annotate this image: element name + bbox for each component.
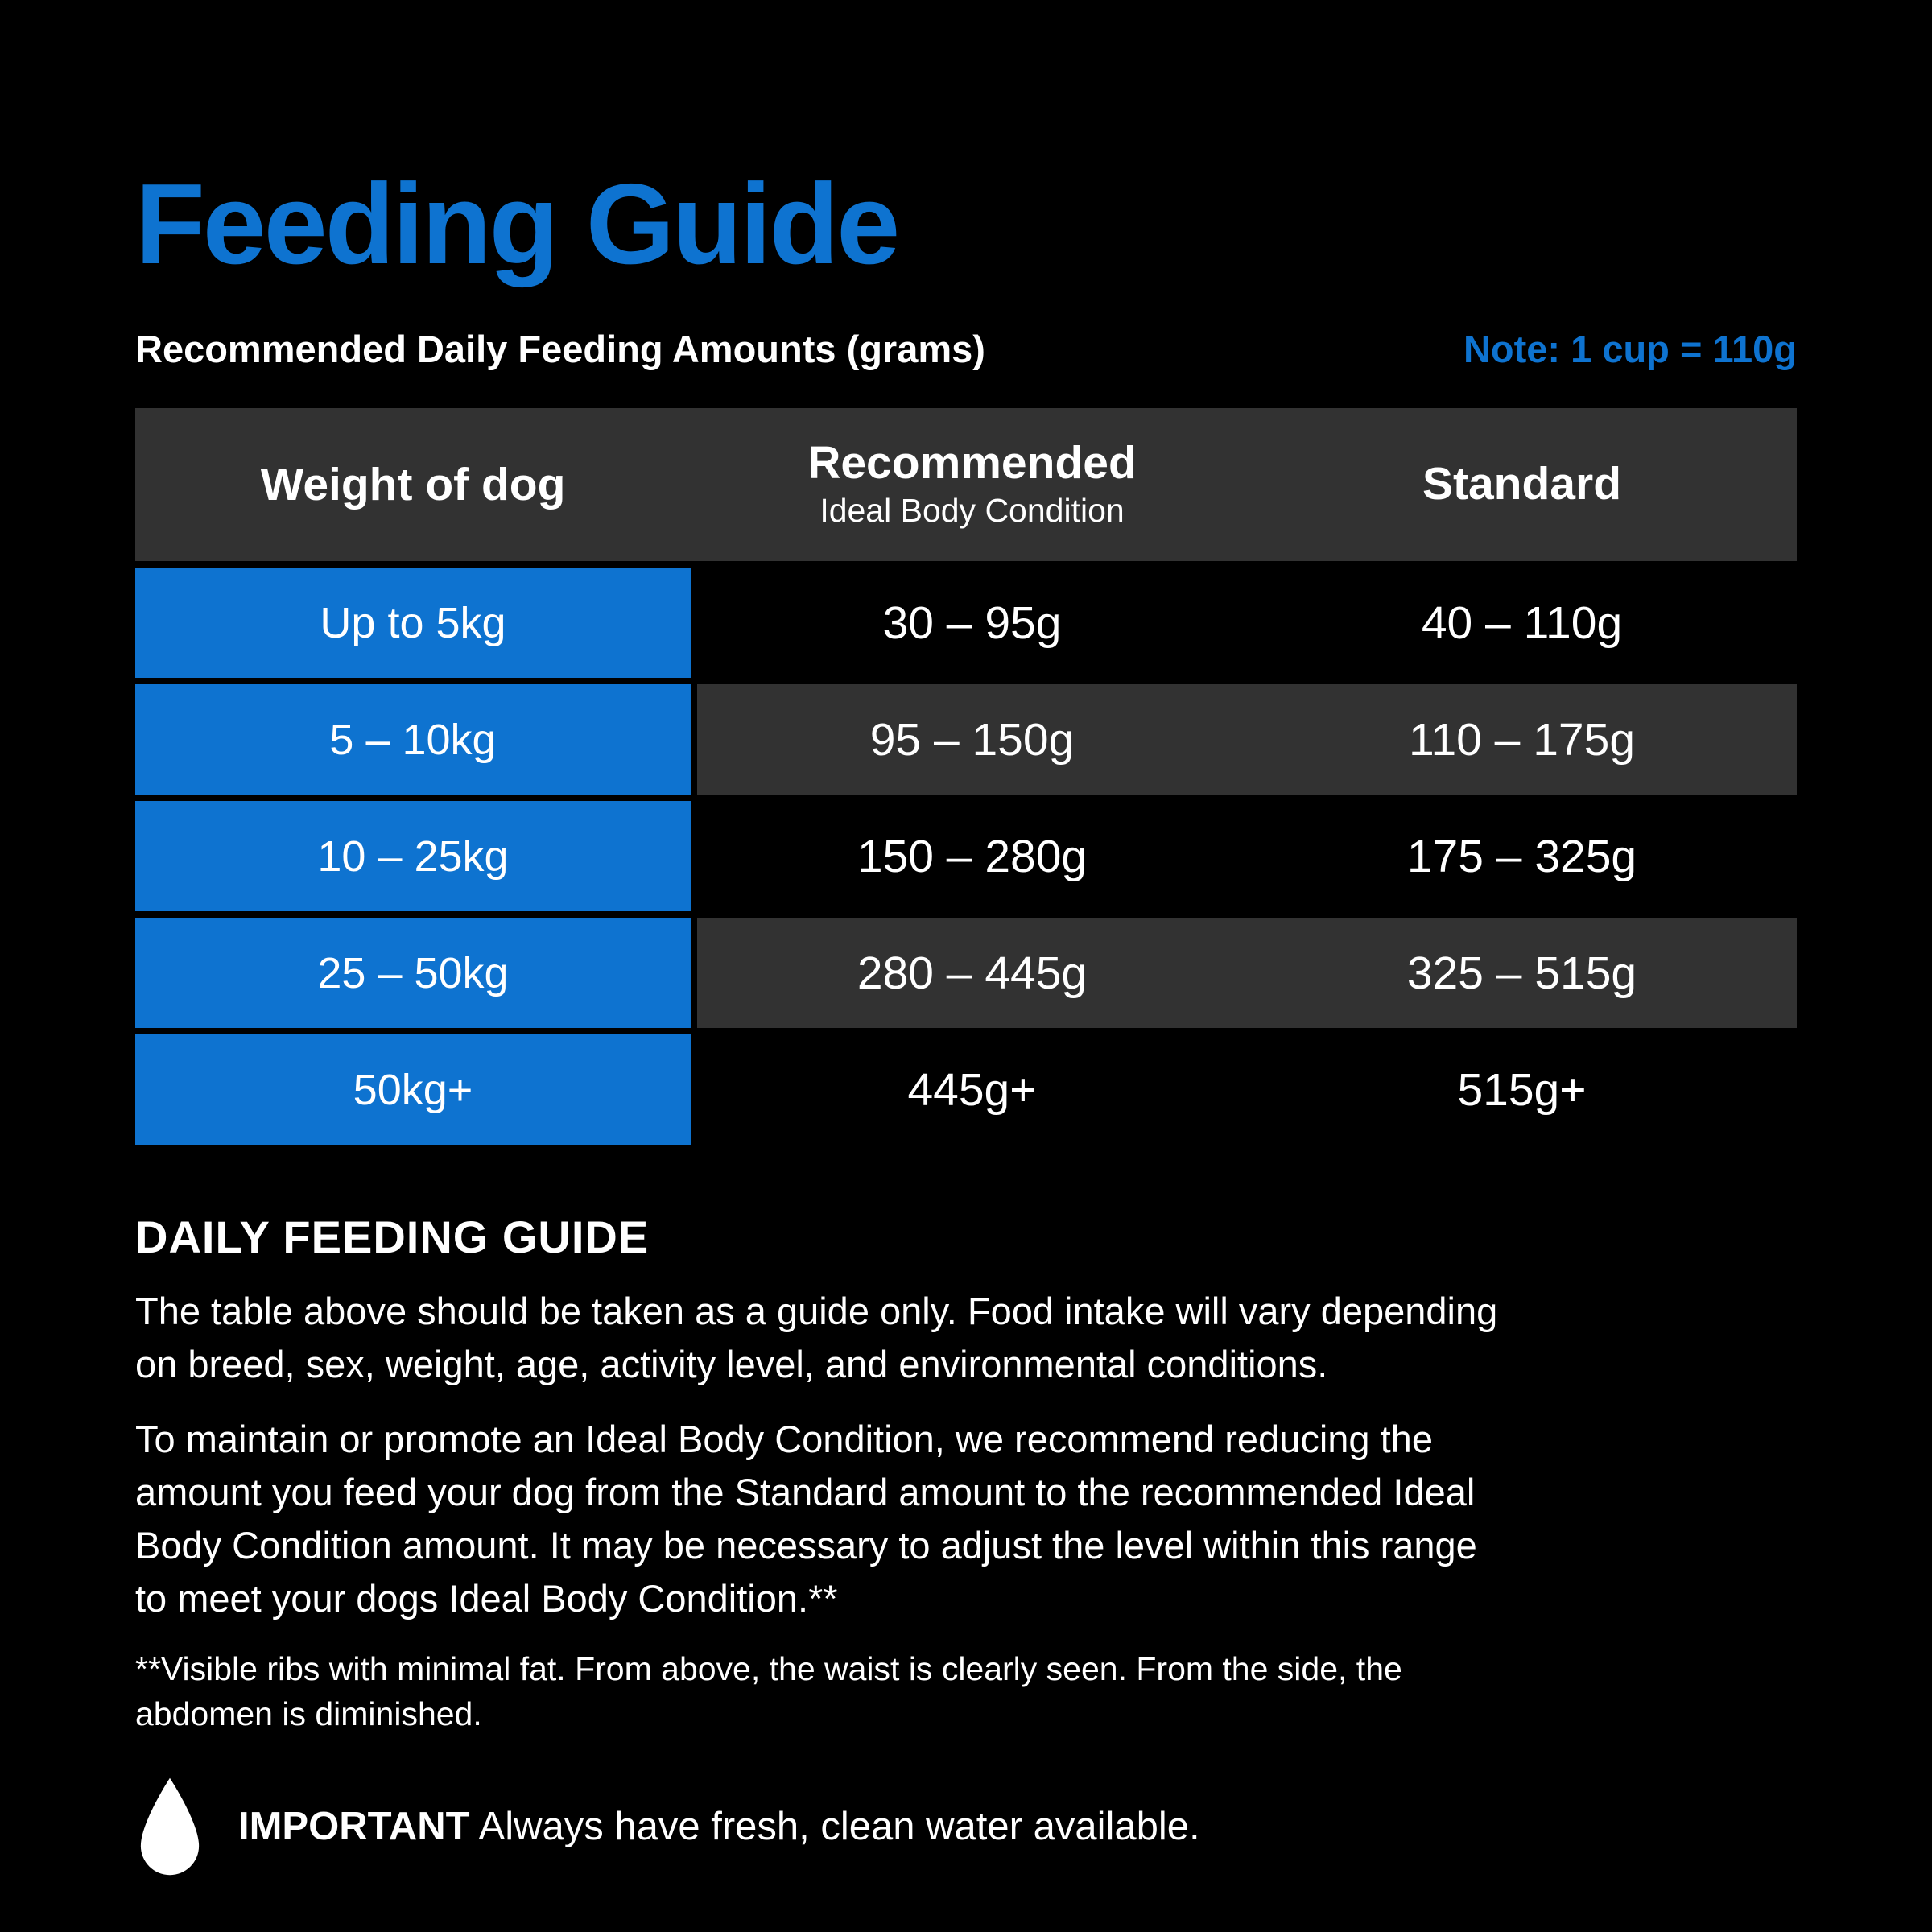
- important-message: Always have fresh, clean water available…: [469, 1805, 1200, 1848]
- important-note: IMPORTANT Always have fresh, clean water…: [135, 1777, 1797, 1876]
- important-text: IMPORTANT Always have fresh, clean water…: [238, 1804, 1200, 1849]
- table-row: 10 – 25kg 150 – 280g 175 – 325g: [135, 801, 1797, 911]
- cup-conversion-note: Note: 1 cup = 110g: [1463, 328, 1797, 370]
- row-values: 445g+ 515g+: [697, 1034, 1797, 1145]
- table-row: Up to 5kg 30 – 95g 40 – 110g: [135, 568, 1797, 678]
- subtitle-bar: Recommended Daily Feeding Amounts (grams…: [135, 327, 1797, 371]
- header-recommended: Recommended Ideal Body Condition: [697, 436, 1247, 530]
- header-recommended-sub: Ideal Body Condition: [819, 492, 1125, 530]
- important-label: IMPORTANT: [238, 1805, 470, 1848]
- table-caption: Recommended Daily Feeding Amounts (grams…: [135, 328, 985, 370]
- recommended-value: 445g+: [907, 1063, 1037, 1116]
- water-drop-icon: [140, 1777, 200, 1876]
- recommended-value: 95 – 150g: [869, 713, 1075, 766]
- standard-value: 175 – 325g: [1406, 830, 1637, 882]
- weight-cell: 25 – 50kg: [135, 918, 691, 1028]
- standard-value: 40 – 110g: [1421, 597, 1623, 649]
- page-title: Feeding Guide: [135, 160, 900, 288]
- section-heading: DAILY FEEDING GUIDE: [135, 1212, 650, 1262]
- header-recommended-main: Recommended: [807, 436, 1137, 489]
- column-gap: [691, 918, 697, 1028]
- weight-cell: 10 – 25kg: [135, 801, 691, 911]
- footnote: **Visible ribs with minimal fat. From ab…: [135, 1650, 1402, 1732]
- row-values: 30 – 95g 40 – 110g: [697, 568, 1797, 678]
- table-row: 50kg+ 445g+ 515g+: [135, 1034, 1797, 1145]
- standard-value: 325 – 515g: [1406, 947, 1637, 999]
- column-gap: [691, 1034, 697, 1145]
- recommended-value: 30 – 95g: [882, 597, 1062, 649]
- table-row: 5 – 10kg 95 – 150g 110 – 175g: [135, 684, 1797, 795]
- row-values: 280 – 445g 325 – 515g: [697, 918, 1797, 1028]
- weight-cell: 5 – 10kg: [135, 684, 691, 795]
- header-standard-main: Standard: [1422, 458, 1622, 510]
- header-standard: Standard: [1247, 460, 1797, 509]
- header-data-columns: Recommended Ideal Body Condition Standar…: [697, 436, 1797, 530]
- column-gap: [691, 801, 697, 911]
- column-gap: [691, 568, 697, 678]
- guide-paragraph-2: To maintain or promote an Ideal Body Con…: [135, 1418, 1477, 1620]
- column-gap: [691, 684, 697, 795]
- standard-value: 515g+: [1457, 1063, 1587, 1116]
- weight-cell: Up to 5kg: [135, 568, 691, 678]
- table-header-row: Weight of dog Recommended Ideal Body Con…: [135, 408, 1797, 561]
- table-row: 25 – 50kg 280 – 445g 325 – 515g: [135, 918, 1797, 1028]
- row-values: 95 – 150g 110 – 175g: [697, 684, 1797, 795]
- row-values: 150 – 280g 175 – 325g: [697, 801, 1797, 911]
- standard-value: 110 – 175g: [1408, 713, 1636, 766]
- guide-paragraph-1: The table above should be taken as a gui…: [135, 1290, 1498, 1385]
- weight-cell: 50kg+: [135, 1034, 691, 1145]
- recommended-value: 150 – 280g: [857, 830, 1088, 882]
- header-weight-of-dog: Weight of dog: [260, 459, 566, 510]
- label-content: Feeding Guide Recommended Daily Feeding …: [135, 0, 1797, 1876]
- feeding-table: Weight of dog Recommended Ideal Body Con…: [135, 408, 1797, 1145]
- recommended-value: 280 – 445g: [857, 947, 1088, 999]
